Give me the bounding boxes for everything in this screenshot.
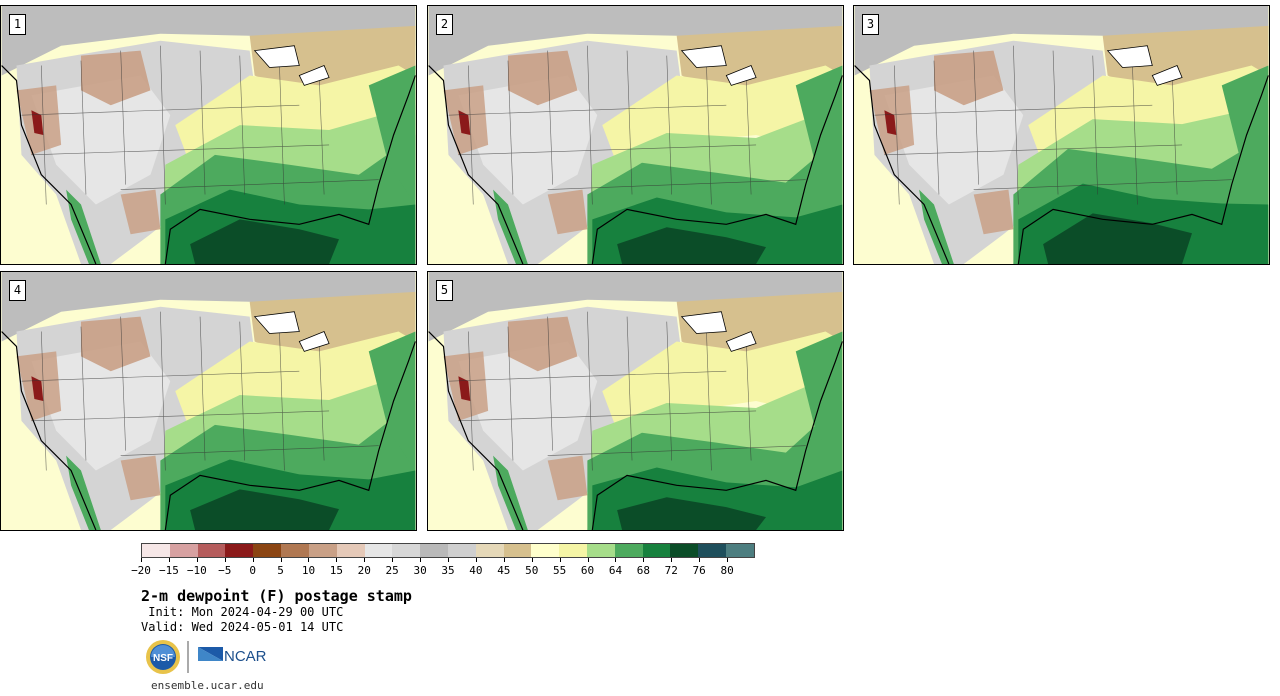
nsf-logo-icon: NSF [146,640,180,674]
colorbar-tick [503,558,505,562]
map-panel-4: 4 [0,271,417,531]
colorbar-tick [615,558,617,562]
colorbar-tick-label: 72 [664,564,678,577]
colorbar-tick [252,558,254,562]
colorbar-tick-label: 35 [441,564,455,577]
colorbar-tick-label: 68 [636,564,650,577]
colorbar-tick [559,558,561,562]
colorbar-swatch [225,544,254,557]
init-time: Init: Mon 2024-04-29 00 UTC [141,605,344,619]
colorbar-tick-label: 55 [553,564,567,577]
colorbar-swatch [614,544,643,557]
colorbar-swatch [503,544,532,557]
colorbar-swatch [559,544,587,557]
colorbar-tick [168,558,170,562]
map-panel-3: 3 [853,5,1270,265]
colorbar-tick [308,558,310,562]
colorbar-tick-label: 10 [301,564,316,577]
map-panel-2: 2 [427,5,844,265]
map-plot [428,6,843,264]
panel-number: 5 [436,280,453,301]
panel-number: 2 [436,14,453,35]
colorbar-tick-label: 45 [497,564,511,577]
map-plot [428,272,843,530]
colorbar-swatch [253,544,282,557]
colorbar-tick-label: −20 [131,564,151,577]
colorbar-tick-label: 5 [277,564,284,577]
colorbar-swatch [447,544,476,557]
map-plot [1,272,416,530]
colorbar-tick [699,558,701,562]
map-plot [854,6,1269,264]
colorbar-swatch [169,544,198,557]
colorbar-swatch [642,544,671,557]
valid-time: Valid: Wed 2024-05-01 14 UTC [141,620,344,634]
colorbar-swatch [726,544,754,557]
colorbar-tick-label: 76 [692,564,706,577]
panel-number: 1 [9,14,26,35]
page-title: 2-m dewpoint (F) postage stamp [141,587,412,605]
colorbar-swatch [392,544,421,557]
colorbar-tick-label: 80 [720,564,734,577]
colorbar-tick [141,558,142,562]
panel-number: 4 [9,280,26,301]
colorbar-tick [671,558,673,562]
panel-number: 3 [862,14,879,35]
colorbar-tick [196,558,198,562]
colorbar-swatch [142,544,170,557]
colorbar-swatch [364,544,393,557]
colorbar-swatch [475,544,504,557]
colorbar-tick [475,558,477,562]
ncar-logo-icon: NCAR [198,647,267,665]
colorbar [141,543,755,558]
colorbar-tick-label: 40 [469,564,483,577]
ncar-logo-text: NCAR [224,648,267,665]
colorbar-swatch [670,544,699,557]
colorbar-swatch [336,544,365,557]
colorbar-tick [587,558,589,562]
colorbar-tick-label: −15 [158,564,179,577]
colorbar-tick [420,558,422,562]
colorbar-tick [727,558,729,562]
colorbar-ticks: −20 −15 −10 −5 0 5 10 15 20 25 30 35 40 45 50 55 60 64 68 7… [131,558,755,578]
website-url: ensemble.ucar.edu [151,679,264,692]
logos: NSF NCAR [146,640,267,674]
colorbar-tick [364,558,366,562]
colorbar-swatch [587,544,615,557]
colorbar-tick-label: 64 [608,564,623,577]
colorbar-tick-label: 30 [413,564,427,577]
colorbar-tick-label: 20 [357,564,371,577]
colorbar-tick-label: 50 [525,564,539,577]
colorbar-swatch [308,544,337,557]
colorbar-tick-label: −10 [186,564,207,577]
colorbar-tick-label: 0 [249,564,256,577]
colorbar-swatch [420,544,448,557]
colorbar-tick [448,558,449,562]
map-plot [1,6,416,264]
colorbar-tick-label: 15 [329,564,343,577]
colorbar-swatch [531,544,560,557]
colorbar-tick-label: −5 [218,564,232,577]
colorbar-tick [392,558,394,562]
colorbar-tick [224,558,226,562]
map-panel-1: 1 [0,5,417,265]
colorbar-tick [643,558,645,562]
colorbar-swatch [281,544,309,557]
colorbar-tick-label: 60 [580,564,595,577]
colorbar-tick [336,558,338,562]
map-panel-5: 5 [427,271,844,531]
nsf-logo-text: NSF [153,653,173,664]
colorbar-tick [531,558,533,562]
colorbar-tick [280,558,282,562]
colorbar-swatch [698,544,727,557]
colorbar-swatch [197,544,226,557]
colorbar-tick-label: 25 [385,564,399,577]
